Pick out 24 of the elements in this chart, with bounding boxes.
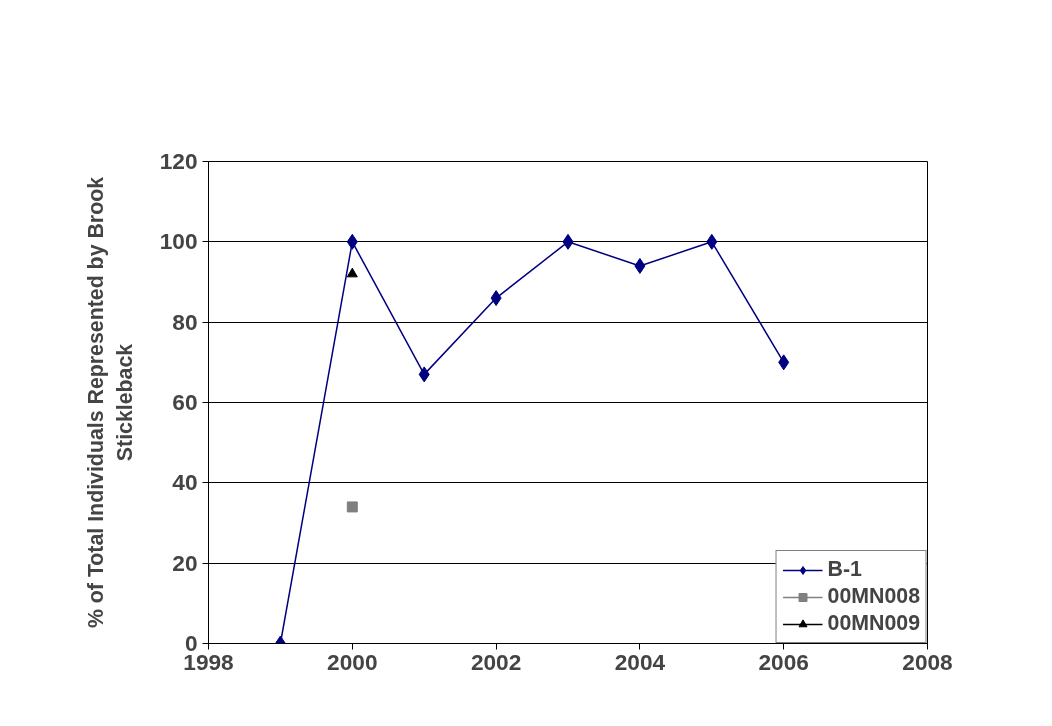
x-tick-label: 2006 (758, 648, 809, 675)
point (634, 257, 646, 274)
y-axis-title: % of Total Individuals Represented by Brook Stickleback (83, 176, 137, 629)
point (346, 267, 358, 278)
point (346, 501, 358, 513)
y-tick-label: 80 (172, 308, 198, 335)
x-tick-label: 2008 (902, 648, 953, 675)
point (778, 354, 790, 371)
y-tick-label: 40 (172, 469, 198, 496)
point (562, 233, 574, 250)
y-tick-label: 120 (159, 148, 198, 174)
y-tick-label: 100 (159, 228, 198, 255)
point (706, 233, 718, 250)
x-tick-label: 2004 (614, 648, 666, 675)
legend-label: B-1 (827, 557, 862, 582)
x-tick-label: 2002 (470, 648, 522, 675)
legend-label: 00MN009 (827, 611, 920, 636)
point (418, 366, 430, 383)
x-tick-label: 2000 (327, 648, 378, 675)
point (490, 290, 502, 307)
legend-label: 00MN008 (827, 584, 920, 609)
point (346, 233, 358, 250)
y-tick-label: 20 (172, 549, 198, 576)
y-tick-label: 60 (172, 389, 198, 415)
